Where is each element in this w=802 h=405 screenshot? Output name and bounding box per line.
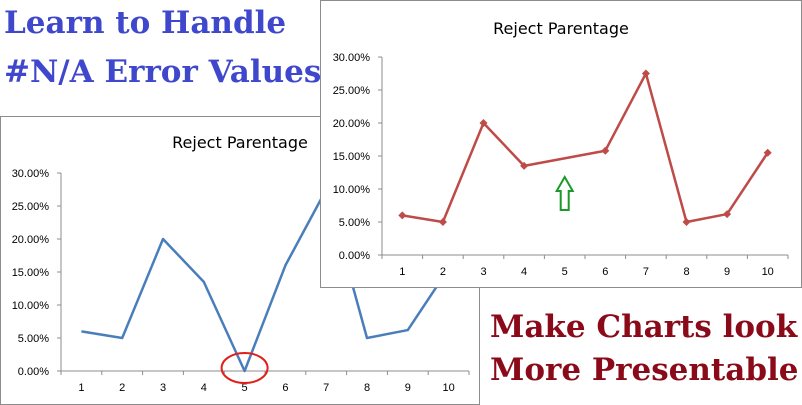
data-point-marker: [438, 218, 447, 226]
headline-bottom-line-2: More Presentable: [490, 352, 799, 388]
x-tick-label: 4: [201, 382, 207, 394]
x-tick-label: 8: [683, 266, 689, 278]
data-point-marker: [479, 119, 488, 127]
y-tick-label: 0.00%: [18, 366, 49, 378]
chart-back-svg: Reject Parentage0.00%5.00%10.00%15.00%20…: [12, 133, 470, 394]
headline-bottom-line-1: Make Charts look: [490, 309, 798, 345]
y-tick-label: 10.00%: [333, 184, 371, 196]
x-tick-label: 4: [521, 266, 527, 278]
headline-top-line-1: Learn to Handle: [4, 5, 287, 41]
x-tick-label: 6: [282, 382, 288, 394]
up-arrow-icon: [554, 174, 575, 211]
data-point-marker: [763, 148, 772, 157]
x-tick-label: 9: [405, 382, 411, 394]
x-tick-label: 7: [323, 382, 329, 394]
gap-highlight-circle: [220, 352, 269, 384]
data-point-marker: [723, 210, 732, 219]
x-tick-label: 3: [480, 266, 486, 278]
y-tick-label: 20.00%: [12, 234, 50, 246]
y-tick-label: 20.00%: [333, 118, 371, 130]
chart-title: Reject Parentage: [172, 133, 308, 152]
x-tick-label: 2: [119, 382, 125, 394]
series-line: [402, 72, 769, 224]
x-tick-label: 5: [242, 382, 248, 394]
chart-title: Reject Parentage: [493, 19, 629, 38]
x-tick-label: 1: [78, 382, 84, 394]
y-tick-label: 25.00%: [12, 201, 50, 213]
x-tick-label: 3: [160, 382, 166, 394]
y-tick-label: 5.00%: [18, 333, 49, 345]
data-point-marker: [641, 69, 650, 78]
y-tick-label: 5.00%: [339, 217, 370, 229]
y-tick-label: 15.00%: [333, 151, 371, 163]
y-tick-label: 15.00%: [12, 267, 50, 279]
y-tick-label: 10.00%: [12, 300, 50, 312]
data-point-marker: [520, 161, 529, 170]
y-tick-label: 25.00%: [333, 85, 371, 97]
headline-top-line-2: #N/A Error Values: [4, 54, 322, 90]
chart-front-red[interactable]: Reject Parentage 0.00% 5.00% 10.00% 15.00% 20…: [320, 0, 802, 288]
data-point-marker: [682, 218, 691, 226]
x-tick-label: 2: [440, 266, 446, 278]
x-tick-label: 1: [399, 266, 405, 278]
x-tick-label: 9: [724, 266, 730, 278]
x-tick-label: 7: [643, 266, 649, 278]
x-tick-label: 6: [602, 266, 608, 278]
x-tick-label: 5: [562, 266, 568, 278]
y-tick-label: 0.00%: [339, 250, 370, 262]
data-point-marker: [398, 211, 407, 220]
x-tick-label: 10: [762, 266, 774, 278]
x-tick-label: 8: [364, 382, 370, 394]
y-tick-label: 30.00%: [12, 168, 50, 180]
y-tick-label: 30.00%: [333, 52, 371, 64]
chart-front-svg: Reject Parentage 0.00% 5.00% 10.00% 15.00% 20…: [333, 19, 789, 278]
x-tick-label: 10: [442, 382, 454, 394]
data-point-marker: [601, 146, 610, 155]
series-line: [81, 188, 450, 373]
